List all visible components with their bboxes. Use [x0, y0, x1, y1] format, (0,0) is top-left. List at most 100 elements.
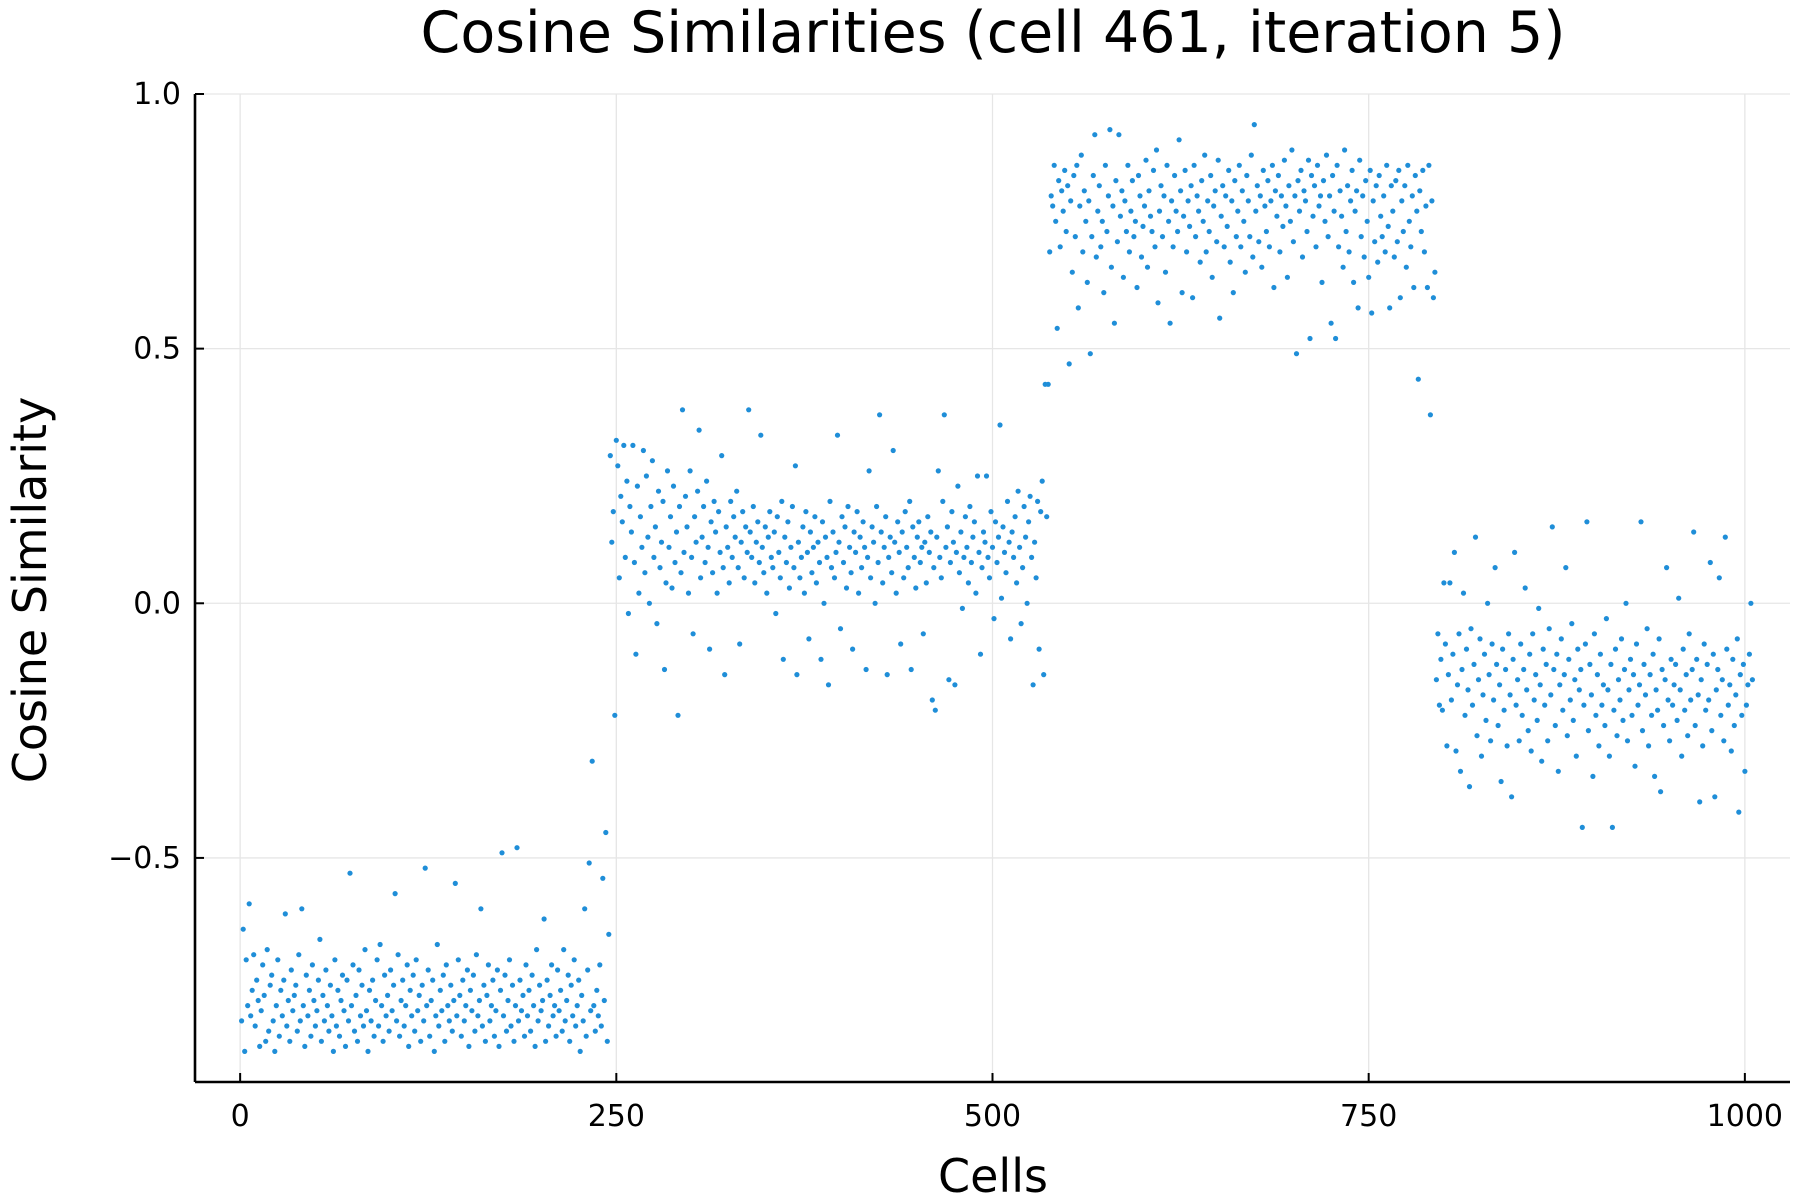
data-point [326, 1028, 332, 1034]
data-point [604, 1038, 610, 1044]
data-point [1716, 575, 1722, 581]
data-point [1254, 183, 1260, 189]
data-point [958, 529, 964, 535]
data-point [1655, 707, 1661, 713]
data-point [306, 987, 312, 993]
data-point [1104, 228, 1110, 235]
data-point [1066, 361, 1072, 367]
data-point [523, 962, 529, 968]
data-point [529, 972, 535, 978]
data-point [1048, 193, 1054, 199]
data-point [1090, 172, 1096, 179]
data-point [377, 941, 383, 948]
data-point [300, 1003, 306, 1009]
data-point [985, 554, 991, 561]
data-point [1518, 641, 1524, 647]
data-point [1533, 672, 1539, 678]
data-point [1346, 249, 1352, 255]
data-point [440, 972, 446, 978]
data-point [1212, 188, 1218, 194]
data-point [521, 1033, 528, 1039]
data-point [1670, 702, 1676, 708]
data-point [928, 529, 934, 535]
data-point [537, 982, 543, 988]
data-point [935, 468, 941, 474]
data-point [1299, 254, 1306, 260]
data-point [1108, 264, 1114, 270]
data-point [1495, 722, 1501, 729]
data-point [1615, 677, 1622, 683]
data-point [460, 977, 466, 983]
data-point [370, 977, 376, 983]
data-point [1113, 178, 1119, 184]
data-point [1579, 824, 1585, 831]
data-point [401, 1023, 407, 1029]
data-point [965, 580, 972, 586]
data-point [1126, 249, 1132, 255]
data-point [729, 554, 735, 561]
data-point [1376, 172, 1382, 179]
data-point [953, 549, 960, 556]
data-point [1415, 376, 1421, 382]
data-point [251, 952, 257, 958]
data-point [716, 509, 722, 515]
data-point [431, 1048, 437, 1054]
data-point [1627, 656, 1634, 662]
data-point [472, 1028, 478, 1034]
data-point [1140, 223, 1146, 229]
data-point [437, 987, 443, 993]
data-point [1388, 183, 1394, 189]
data-point [1418, 228, 1424, 235]
data-point [633, 651, 639, 657]
data-point [1062, 167, 1068, 173]
data-point [1642, 692, 1649, 698]
data-point [637, 514, 644, 520]
data-point [342, 1043, 349, 1049]
data-point [1308, 172, 1315, 179]
data-point [430, 977, 436, 983]
data-point [815, 539, 821, 545]
data-point [813, 580, 820, 586]
data-point [281, 977, 287, 983]
data-point [1629, 712, 1635, 718]
data-point [1471, 661, 1477, 668]
data-point [627, 503, 633, 510]
data-point [362, 947, 368, 953]
data-point [1302, 198, 1309, 204]
data-point [1060, 208, 1066, 214]
data-point [457, 992, 463, 999]
data-point [282, 911, 288, 917]
data-point [490, 977, 496, 983]
data-point [1248, 152, 1254, 158]
data-point [631, 559, 638, 566]
data-point [1506, 631, 1512, 637]
data-point [952, 682, 958, 688]
data-point [731, 514, 737, 520]
data-point [1164, 162, 1170, 168]
data-point [506, 957, 513, 963]
data-point [1086, 198, 1092, 204]
data-point [524, 1013, 531, 1019]
data-point [821, 600, 827, 606]
data-point [711, 498, 717, 504]
data-point [698, 575, 704, 581]
data-point [1155, 300, 1161, 306]
data-point [628, 529, 635, 535]
data-point [1503, 666, 1509, 673]
data-point [986, 575, 993, 581]
data-point [732, 534, 738, 540]
data-point [944, 524, 951, 530]
data-point [744, 549, 750, 556]
data-point [1187, 223, 1193, 229]
data-point [1141, 203, 1148, 209]
data-point [720, 565, 726, 571]
data-point [663, 580, 669, 586]
data-point [1597, 651, 1603, 657]
data-point [1039, 478, 1045, 484]
data-point [768, 554, 774, 561]
data-point [1504, 743, 1510, 749]
data-point [482, 1038, 488, 1044]
data-point [639, 544, 645, 550]
data-point [567, 1038, 573, 1044]
data-point [373, 997, 379, 1004]
